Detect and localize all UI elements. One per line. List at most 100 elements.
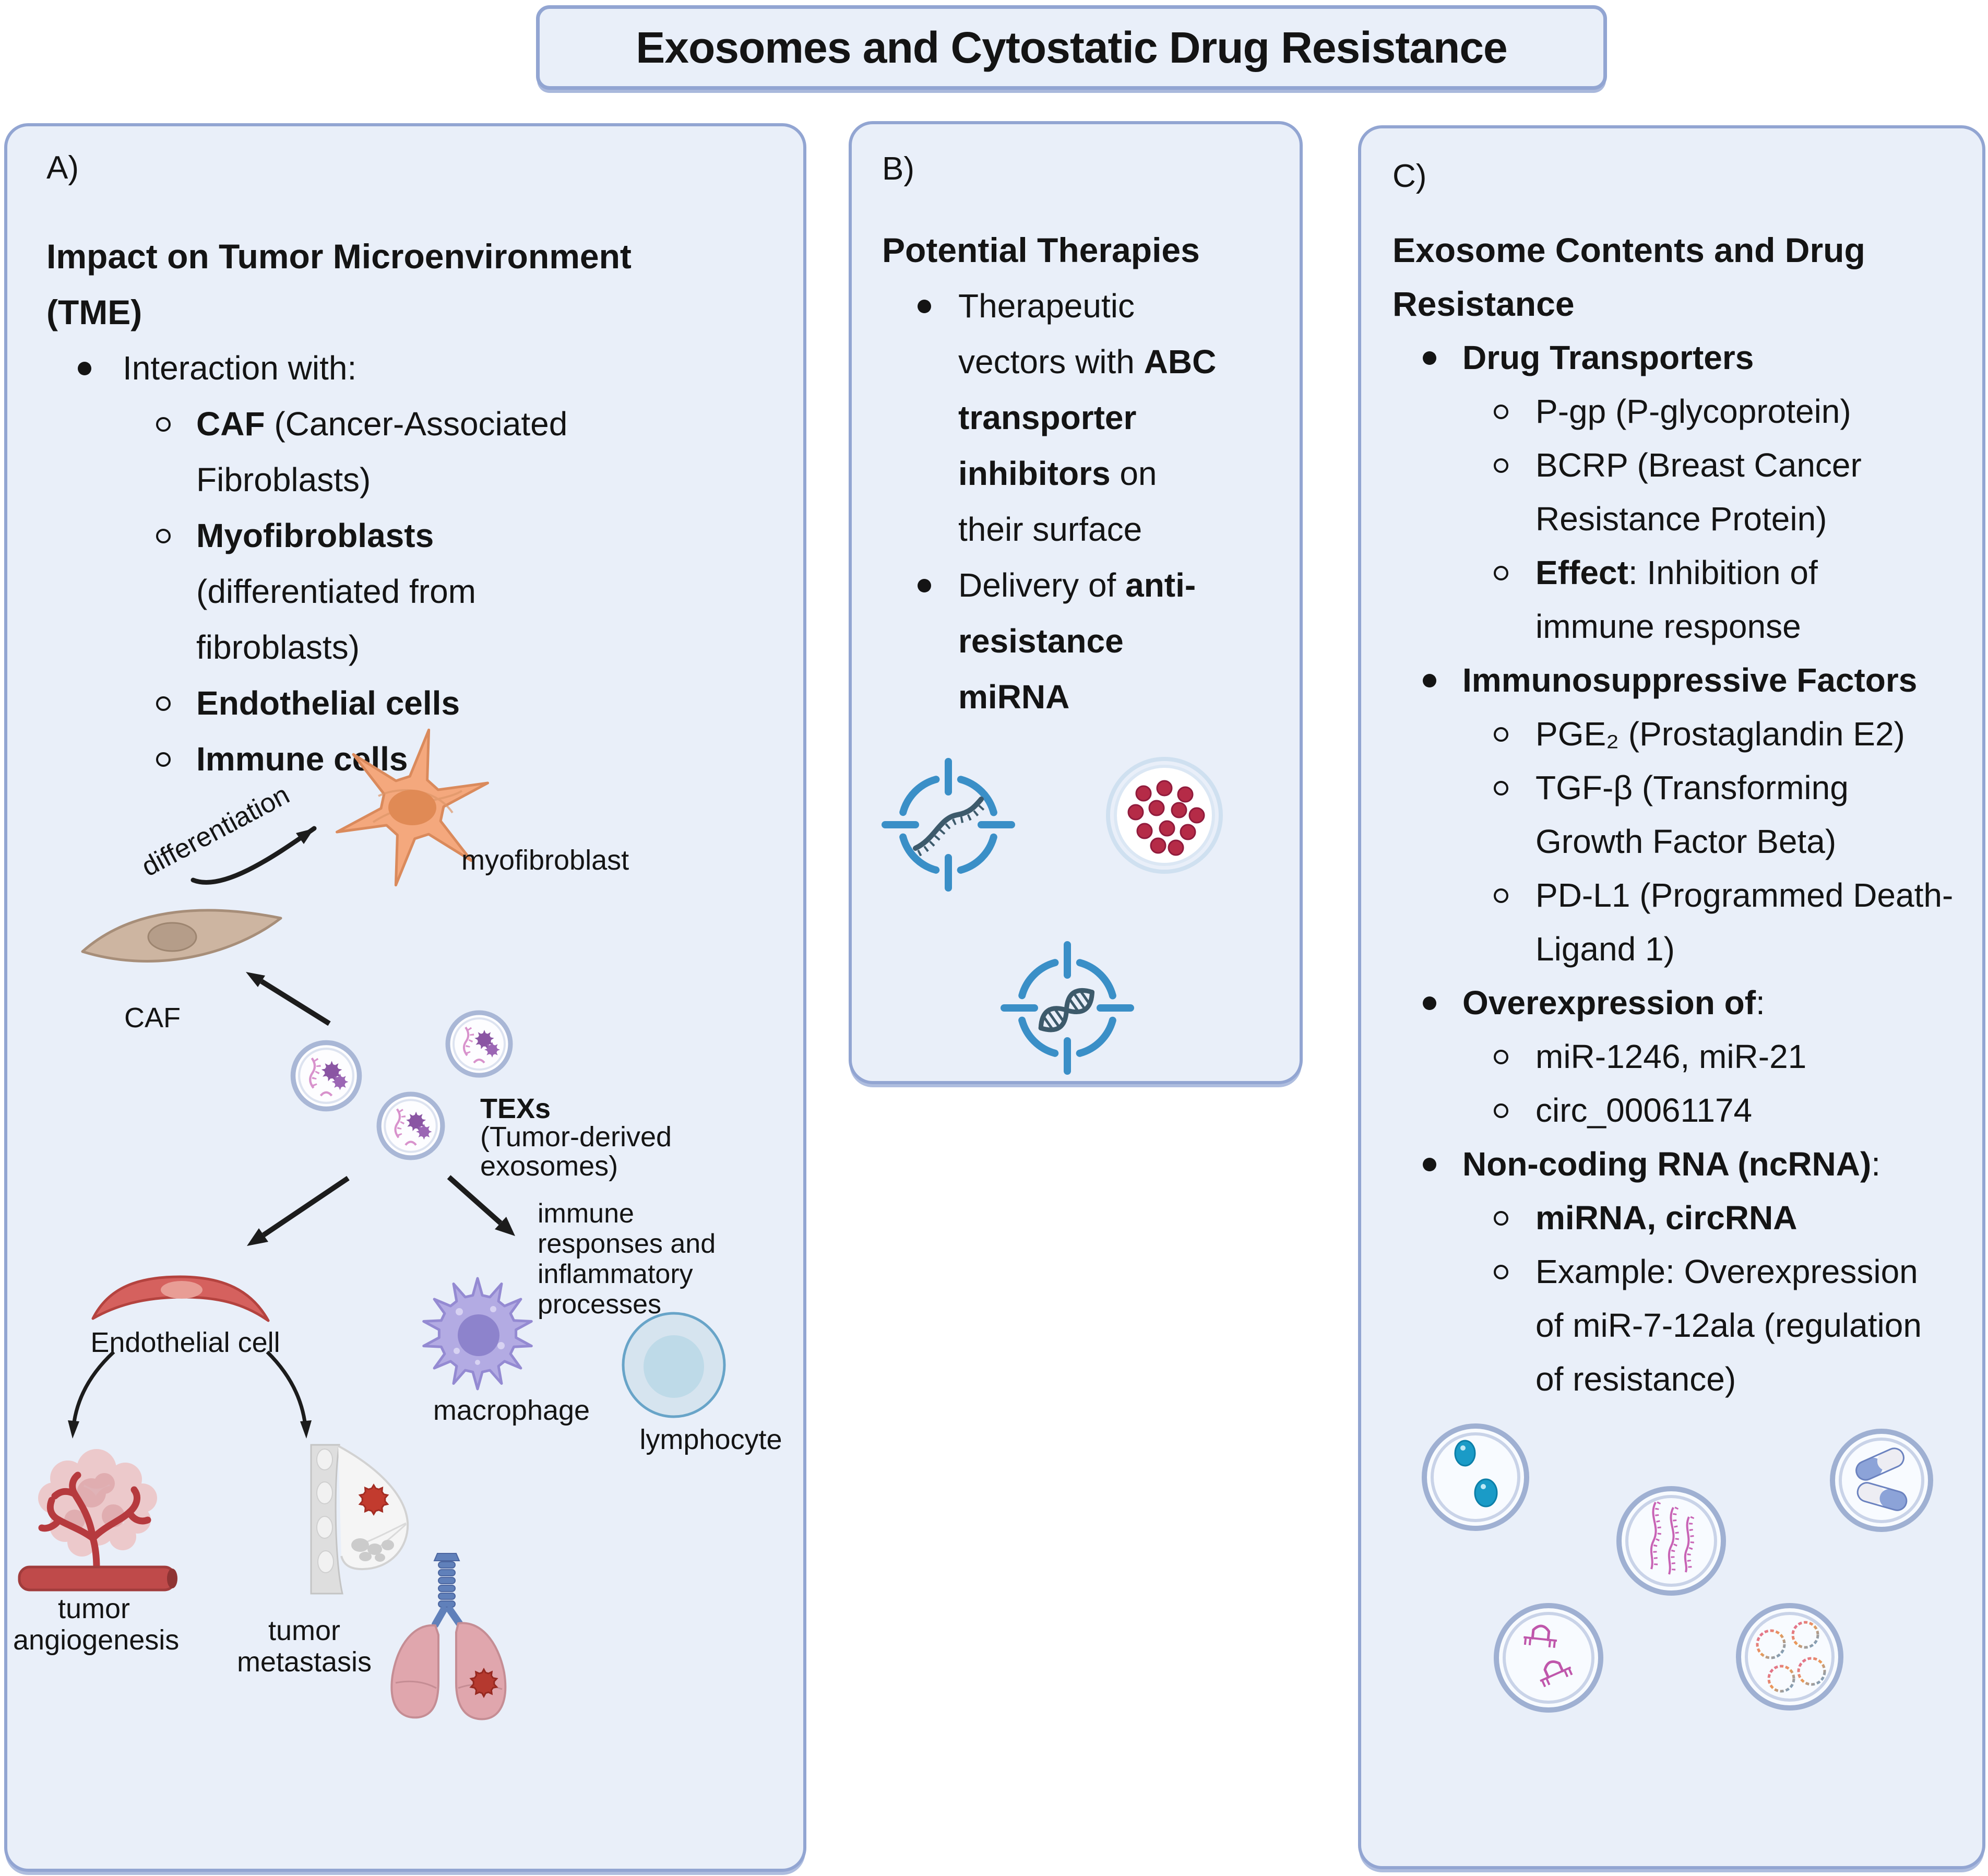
- text-segment: Drug Transporters: [1462, 339, 1754, 376]
- tumor-angiogenesis-icon: [18, 1449, 177, 1592]
- figure-title-box: Exosomes and Cytostatic Drug Resistance: [536, 5, 1607, 90]
- hairpin-rna: [1540, 1660, 1573, 1688]
- bullet-circle-icon: [1494, 1049, 1508, 1064]
- bullet-circle-icon: [1494, 565, 1508, 580]
- myofibroblast-label: myofibroblast: [461, 845, 629, 876]
- bullet-circle-icon: [1494, 404, 1508, 419]
- texs-to-immune-arrow: [447, 1175, 515, 1236]
- text-line: immune response: [1361, 600, 1982, 654]
- bullet-circle-icon: [1494, 888, 1508, 903]
- text-segment: miR-1246, miR-21: [1535, 1038, 1807, 1075]
- endothelial-to-angiogenesis-arrow: [68, 1350, 115, 1439]
- text-segment: on: [1110, 455, 1157, 492]
- texs-to-endothelial-arrow: [247, 1176, 350, 1246]
- text-segment: of resistance): [1535, 1360, 1736, 1398]
- text-line: PD-L1 (Programmed Death-: [1361, 869, 1982, 922]
- bullet-dot-icon: [78, 361, 91, 375]
- vesicle-blue-cargo-icon: [1422, 1423, 1529, 1531]
- text-line: Drug Transporters: [1361, 331, 1982, 385]
- figure-title: Exosomes and Cytostatic Drug Resistance: [636, 23, 1508, 72]
- exosome-drug-dots-icon: [1106, 757, 1223, 874]
- lung-metastasis-icon: [390, 1553, 507, 1720]
- text-line: PGE₂ (Prostaglandin E2): [1361, 707, 1982, 761]
- bullet-circle-icon: [1494, 1264, 1508, 1279]
- bullet-dot-icon: [1423, 673, 1436, 687]
- text-line: Overexpression of:: [1361, 976, 1982, 1030]
- myofibroblast-cell-icon: [335, 728, 490, 887]
- text-segment: circ_00061174: [1535, 1091, 1753, 1129]
- tumor-exosome-icon: [376, 1091, 445, 1160]
- text-segment: Resistance Protein): [1535, 500, 1827, 538]
- text-segment: Resistance: [1392, 284, 1575, 323]
- vesicle-circrna-icon: [1736, 1603, 1843, 1711]
- text-line: Non-coding RNA (ncRNA):: [1361, 1137, 1982, 1191]
- trachea: [433, 1553, 460, 1608]
- caf-nucleus: [147, 922, 197, 952]
- lymphocyte-nucleus: [644, 1335, 704, 1398]
- text-segment: CAF: [196, 405, 265, 443]
- caf-cell-icon: [81, 909, 282, 963]
- text-segment: :: [1871, 1145, 1881, 1183]
- text-line: Therapeutic: [852, 278, 1300, 334]
- blue-cargo-dots: [1454, 1440, 1498, 1507]
- text-segment: Interaction with:: [123, 349, 357, 387]
- myofibroblast-nucleus: [388, 790, 436, 825]
- capsule: [1856, 1482, 1908, 1511]
- text-segment: Non-coding RNA (ncRNA): [1462, 1145, 1872, 1183]
- mirna-target-crosshair-icon: [882, 758, 1015, 892]
- text-line: Example: Overexpression: [1361, 1245, 1982, 1299]
- bullet-dot-icon: [918, 578, 931, 592]
- mirna-strand: [913, 797, 987, 857]
- text-segment: ABC: [1144, 343, 1217, 381]
- text-segment: their surface: [958, 510, 1142, 548]
- bullet-dot-icon: [918, 299, 931, 313]
- text-line: Potential Therapies: [852, 222, 1300, 278]
- text-line: P-gp (P-glycoprotein): [1361, 385, 1982, 438]
- text-segment: Overexpression of: [1462, 984, 1756, 1022]
- text-line: resistance: [852, 613, 1300, 669]
- text-segment: Myofibroblasts: [196, 517, 434, 554]
- text-segment: Impact on Tumor Microenvironment: [46, 237, 632, 276]
- lymphocyte-label: lymphocyte: [639, 1424, 782, 1455]
- text-line: of miR-7-12ala (regulation: [1361, 1299, 1982, 1352]
- bullet-circle-icon: [1494, 1210, 1508, 1226]
- text-segment: Growth Factor Beta): [1535, 823, 1837, 860]
- text-line: transporter: [852, 390, 1300, 446]
- text-line: vectors with ABC: [852, 334, 1300, 390]
- text-segment: (Cancer-Associated: [265, 405, 568, 443]
- breast-tumor: [358, 1483, 389, 1516]
- macrophage-label: macrophage: [433, 1395, 590, 1426]
- macrophage-cell-icon: [422, 1277, 533, 1391]
- text-line: TGF-β (Transforming: [1361, 761, 1982, 815]
- bullet-dot-icon: [1423, 1157, 1436, 1171]
- tumor-angiogenesis-label: tumor angiogenesis: [13, 1593, 180, 1656]
- text-segment: Fibroblasts): [196, 461, 371, 498]
- text-line: CAF (Cancer-Associated: [7, 396, 803, 452]
- text-segment: PGE₂ (Prostaglandin E2): [1535, 715, 1905, 753]
- panel-c: C) Exosome Contents and Drug Resistance Dr…: [1358, 125, 1985, 1869]
- text-line: BCRP (Breast Cancer: [1361, 438, 1982, 492]
- text-segment: Example: Overexpression: [1535, 1253, 1918, 1290]
- text-line: Resistance: [1361, 277, 1982, 331]
- lobules: [351, 1538, 394, 1562]
- text-line: miR-1246, miR-21: [1361, 1030, 1982, 1084]
- text-segment: (differentiated from: [196, 573, 476, 610]
- text-line: Endothelial cells: [7, 675, 803, 731]
- vesicle-mirna-strands-icon: [1616, 1486, 1726, 1596]
- breast-tumor-icon: [310, 1444, 409, 1595]
- text-segment: immune response: [1535, 608, 1801, 645]
- text-line: miRNA: [852, 669, 1300, 725]
- text-line: (TME): [7, 284, 803, 340]
- text-segment: Immunosuppressive Factors: [1462, 661, 1918, 699]
- bullet-circle-icon: [1494, 727, 1508, 742]
- text-line: (differentiated from: [7, 564, 803, 620]
- text-line: Resistance Protein): [1361, 492, 1982, 546]
- bullet-circle-icon: [1494, 1103, 1508, 1118]
- text-segment: BCRP (Breast Cancer: [1535, 446, 1862, 484]
- endothelial-cell-icon: [91, 1275, 270, 1322]
- lung-tumor: [469, 1667, 498, 1699]
- texs-to-caf-arrow: [246, 972, 331, 1026]
- panel-b: B) Potential Therapies Therapeutic vectors…: [849, 121, 1303, 1084]
- macrophage-speckles: [454, 1306, 505, 1365]
- tumor-metastasis-label: tumor metastasis: [236, 1615, 372, 1678]
